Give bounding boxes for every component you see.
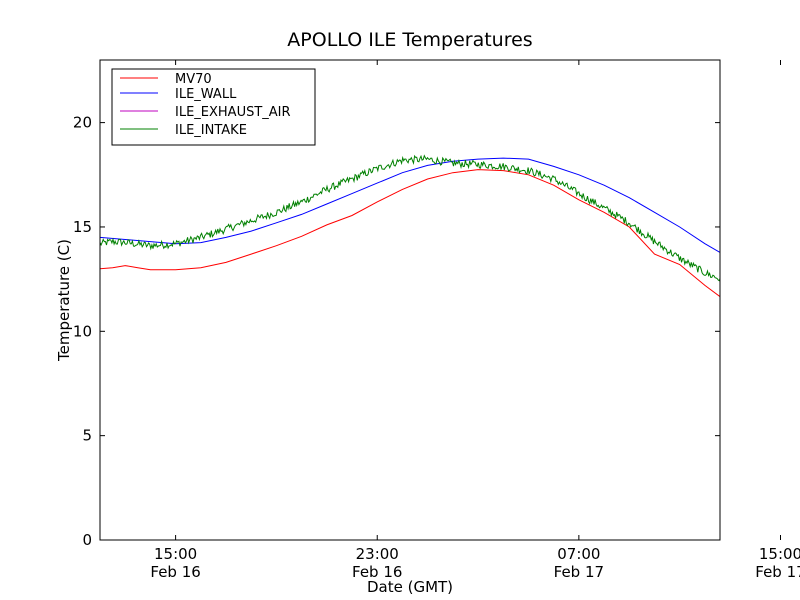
series-line-ile-wall — [100, 157, 720, 254]
legend: MV70 ILE_WALL ILE_EXHAUST_AIR ILE_INTAKE — [111, 68, 316, 146]
x-tick-label-date: Feb 16 — [150, 563, 200, 581]
legend-label-mv70: MV70 — [175, 72, 212, 87]
y-tick-label: 10 — [73, 322, 92, 340]
x-tick-label-date: Feb 17 — [554, 563, 604, 581]
y-tick-label: 5 — [82, 427, 92, 445]
legend-label-ile-exhaust-air: ILE_EXHAUST_AIR — [175, 105, 291, 120]
x-tick-label-time: 15:00 — [154, 545, 197, 563]
legend-label-ile-wall: ILE_WALL — [175, 87, 237, 102]
legend-label-ile-intake: ILE_INTAKE — [175, 123, 247, 138]
x-tick-label-date: Feb 17 — [755, 563, 800, 581]
y-tick-label: 20 — [73, 114, 92, 132]
y-axis-label: Temperature (C) — [55, 239, 73, 362]
x-tick-label-date: Feb 16 — [352, 563, 402, 581]
y-tick-label: 0 — [82, 531, 92, 549]
series-line-ile-intake — [100, 154, 720, 282]
series-line-mv70 — [100, 169, 720, 298]
x-axis-label: Date (GMT) — [367, 578, 453, 596]
plot-frame — [99, 59, 721, 541]
x-tick-label-time: 07:00 — [557, 545, 600, 563]
y-tick-label: 15 — [73, 218, 92, 236]
legend-box — [111, 68, 316, 146]
x-tick-label-time: 15:00 — [759, 545, 800, 563]
chart-title: APOLLO ILE Temperatures — [287, 29, 532, 51]
x-tick-label-time: 23:00 — [356, 545, 399, 563]
